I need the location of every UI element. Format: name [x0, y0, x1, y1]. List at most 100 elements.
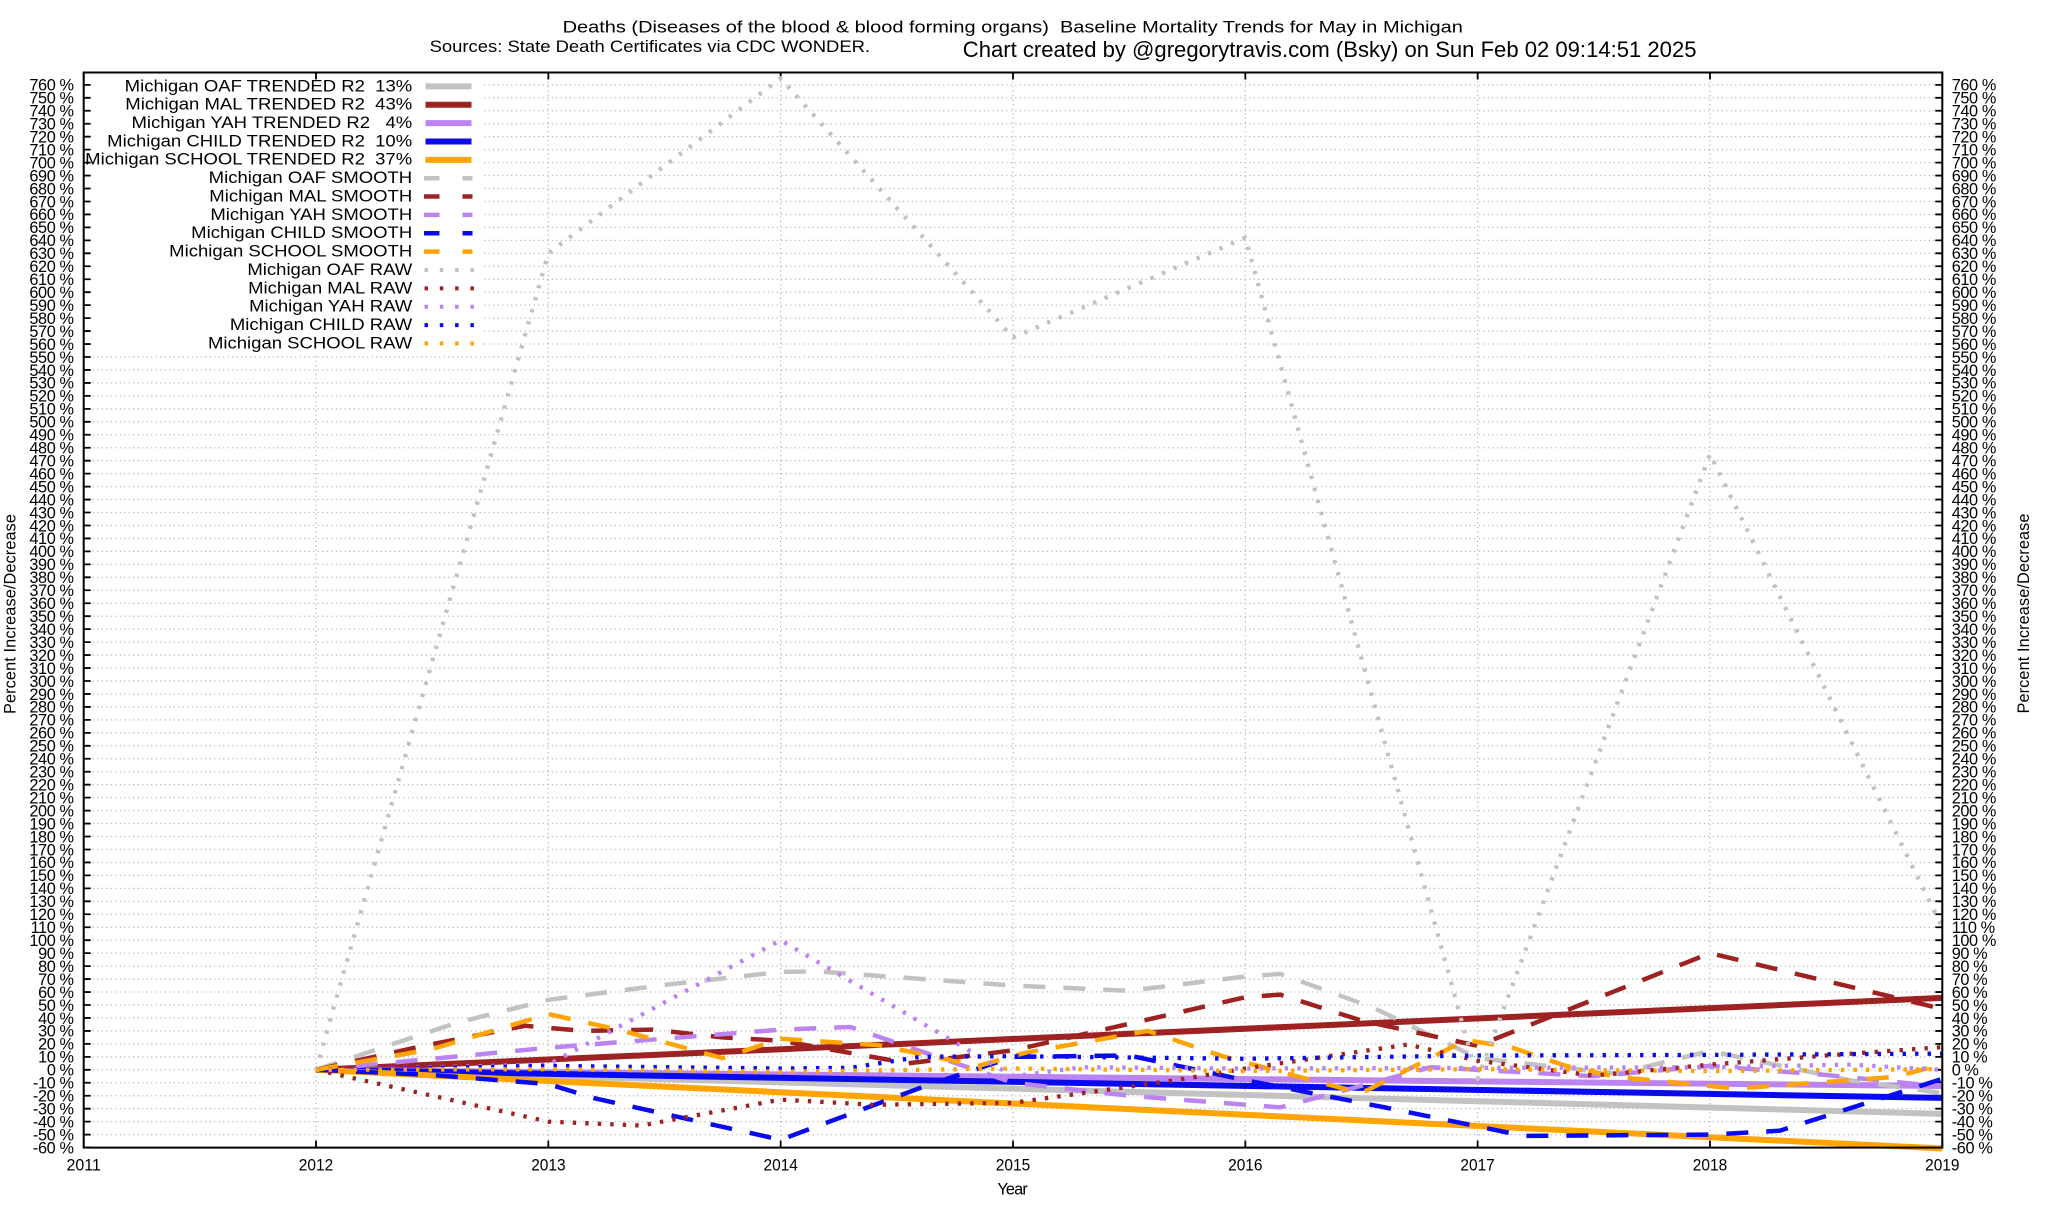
svg-text:Michigan OAF TRENDED R2 13%: Michigan OAF TRENDED R2 13% — [125, 77, 413, 95]
svg-text:400 %: 400 % — [1952, 543, 1997, 561]
svg-text:370 %: 370 % — [1952, 582, 1997, 600]
svg-text:620 %: 620 % — [29, 258, 74, 276]
svg-text:720 %: 720 % — [29, 128, 74, 146]
svg-text:740 %: 740 % — [1952, 103, 1997, 121]
svg-text:-20 %: -20 % — [1952, 1088, 1993, 1106]
svg-text:510 %: 510 % — [1952, 401, 1997, 419]
svg-text:70 %: 70 % — [38, 971, 74, 989]
svg-text:Michigan CHILD SMOOTH: Michigan CHILD SMOOTH — [191, 224, 412, 242]
svg-text:670 %: 670 % — [1952, 193, 1997, 211]
svg-text:650 %: 650 % — [1952, 219, 1997, 237]
svg-text:-20 %: -20 % — [33, 1088, 74, 1106]
svg-text:690 %: 690 % — [1952, 167, 1997, 185]
svg-text:100 %: 100 % — [29, 932, 74, 950]
svg-text:530 %: 530 % — [1952, 375, 1997, 393]
svg-text:Michigan MAL RAW: Michigan MAL RAW — [248, 279, 413, 297]
svg-text:280 %: 280 % — [1952, 699, 1997, 717]
svg-text:280 %: 280 % — [29, 699, 74, 717]
svg-text:340 %: 340 % — [1952, 621, 1997, 639]
svg-text:Michigan SCHOOL SMOOTH: Michigan SCHOOL SMOOTH — [169, 243, 412, 261]
svg-text:500 %: 500 % — [29, 414, 74, 432]
svg-text:420 %: 420 % — [1952, 517, 1997, 535]
svg-text:490 %: 490 % — [29, 427, 74, 445]
svg-text:260 %: 260 % — [1952, 725, 1997, 743]
svg-text:540 %: 540 % — [29, 362, 74, 380]
svg-text:2017: 2017 — [1460, 1156, 1494, 1175]
svg-text:2011: 2011 — [67, 1156, 101, 1175]
svg-text:270 %: 270 % — [29, 712, 74, 730]
svg-text:180 %: 180 % — [29, 828, 74, 846]
svg-text:Michigan CHILD RAW: Michigan CHILD RAW — [230, 316, 413, 334]
svg-text:50 %: 50 % — [38, 997, 74, 1015]
svg-text:560 %: 560 % — [1952, 336, 1997, 354]
svg-text:2014: 2014 — [764, 1156, 798, 1175]
svg-text:600 %: 600 % — [1952, 284, 1997, 302]
svg-text:140 %: 140 % — [1952, 880, 1997, 898]
svg-text:Michigan SCHOOL TRENDED R2 37: Michigan SCHOOL TRENDED R2 37% — [85, 151, 412, 169]
svg-text:660 %: 660 % — [1952, 206, 1997, 224]
svg-text:520 %: 520 % — [29, 388, 74, 406]
svg-text:Michigan YAH RAW: Michigan YAH RAW — [249, 298, 413, 316]
svg-text:760 %: 760 % — [1952, 77, 1997, 95]
svg-text:250 %: 250 % — [1952, 738, 1997, 756]
svg-text:-50 %: -50 % — [33, 1126, 74, 1144]
svg-text:120 %: 120 % — [29, 906, 74, 924]
svg-text:620 %: 620 % — [1952, 258, 1997, 276]
svg-text:630 %: 630 % — [1952, 245, 1997, 263]
svg-text:360 %: 360 % — [29, 595, 74, 613]
svg-text:550 %: 550 % — [29, 349, 74, 367]
svg-text:220 %: 220 % — [29, 776, 74, 794]
svg-text:-10 %: -10 % — [1952, 1075, 1993, 1093]
svg-text:Michigan OAF RAW: Michigan OAF RAW — [247, 261, 413, 279]
svg-text:440 %: 440 % — [1952, 491, 1997, 509]
svg-text:0 %: 0 % — [47, 1062, 74, 1080]
svg-text:700 %: 700 % — [29, 154, 74, 172]
svg-text:600 %: 600 % — [29, 284, 74, 302]
svg-text:-30 %: -30 % — [1952, 1100, 1993, 1118]
svg-text:590 %: 590 % — [29, 297, 74, 315]
svg-text:590 %: 590 % — [1952, 297, 1997, 315]
svg-text:420 %: 420 % — [29, 517, 74, 535]
svg-text:760 %: 760 % — [29, 77, 74, 95]
svg-text:Deaths (Diseases of the blood: Deaths (Diseases of the blood & blood fo… — [563, 19, 1463, 37]
svg-text:80 %: 80 % — [1952, 958, 1988, 976]
svg-text:270 %: 270 % — [1952, 712, 1997, 730]
svg-text:710 %: 710 % — [1952, 141, 1997, 159]
svg-text:660 %: 660 % — [29, 206, 74, 224]
svg-text:40 %: 40 % — [1952, 1010, 1988, 1028]
svg-text:180 %: 180 % — [1952, 828, 1997, 846]
svg-text:550 %: 550 % — [1952, 349, 1997, 367]
svg-text:60 %: 60 % — [1952, 984, 1988, 1002]
svg-text:580 %: 580 % — [1952, 310, 1997, 328]
svg-text:Sources: State Death Certifica: Sources: State Death Certificates via CD… — [430, 38, 870, 56]
svg-text:200 %: 200 % — [1952, 802, 1997, 820]
svg-text:130 %: 130 % — [1952, 893, 1997, 911]
svg-text:730 %: 730 % — [29, 116, 74, 134]
svg-text:30 %: 30 % — [38, 1023, 74, 1041]
svg-text:540 %: 540 % — [1952, 362, 1997, 380]
svg-text:450 %: 450 % — [29, 478, 74, 496]
svg-text:240 %: 240 % — [1952, 751, 1997, 769]
svg-text:160 %: 160 % — [1952, 854, 1997, 872]
svg-text:500 %: 500 % — [1952, 414, 1997, 432]
svg-text:610 %: 610 % — [29, 271, 74, 289]
svg-text:740 %: 740 % — [29, 103, 74, 121]
svg-text:80 %: 80 % — [38, 958, 74, 976]
svg-text:520 %: 520 % — [1952, 388, 1997, 406]
svg-text:20 %: 20 % — [38, 1036, 74, 1054]
svg-text:310 %: 310 % — [1952, 660, 1997, 678]
svg-text:720 %: 720 % — [1952, 128, 1997, 146]
svg-text:-40 %: -40 % — [33, 1113, 74, 1131]
svg-text:510 %: 510 % — [29, 401, 74, 419]
svg-text:370 %: 370 % — [29, 582, 74, 600]
svg-text:120 %: 120 % — [1952, 906, 1997, 924]
svg-text:630 %: 630 % — [29, 245, 74, 263]
svg-text:170 %: 170 % — [29, 841, 74, 859]
svg-text:Percent Increase/Decrease: Percent Increase/Decrease — [2, 514, 20, 714]
svg-text:490 %: 490 % — [1952, 427, 1997, 445]
svg-text:190 %: 190 % — [1952, 815, 1997, 833]
svg-text:210 %: 210 % — [1952, 789, 1997, 807]
svg-text:Michigan SCHOOL RAW: Michigan SCHOOL RAW — [208, 334, 413, 352]
svg-text:610 %: 610 % — [1952, 271, 1997, 289]
svg-text:350 %: 350 % — [29, 608, 74, 626]
